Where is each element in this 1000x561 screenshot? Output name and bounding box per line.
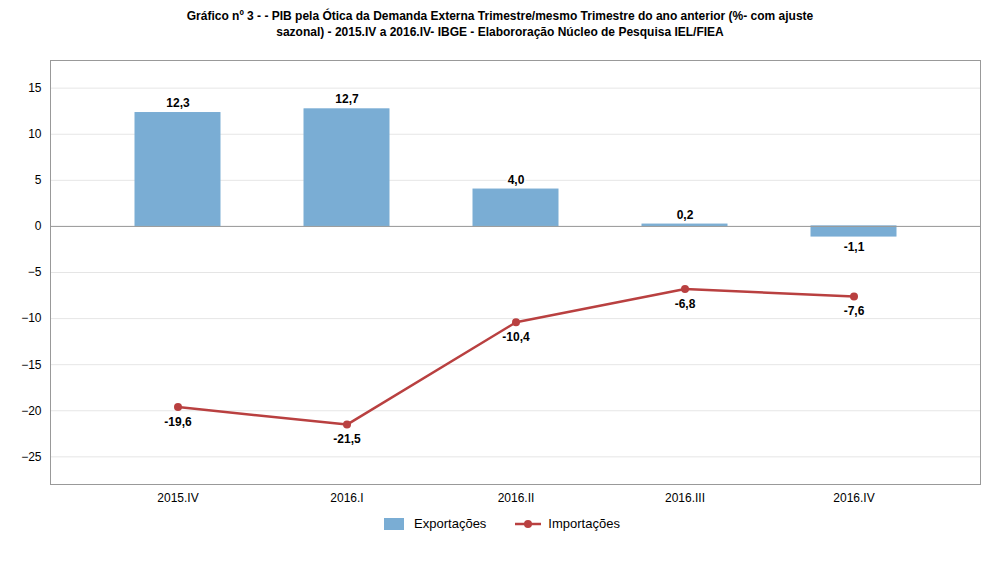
svg-text:−20: −20 [21,404,42,418]
svg-text:4,0: 4,0 [508,173,525,187]
svg-text:0: 0 [35,219,42,233]
svg-text:2016.II: 2016.II [498,491,535,505]
svg-text:2016.I: 2016.I [330,491,363,505]
svg-text:5: 5 [35,173,42,187]
svg-text:2015.IV: 2015.IV [157,491,198,505]
svg-text:10: 10 [28,127,42,141]
svg-text:0,2: 0,2 [677,208,694,222]
html-text:Gráfico nº 3 - - PIB pela Ótic: Gráfico nº 3 - - PIB pela Ótica da Deman… [186,9,814,23]
svg-text:-1,1: -1,1 [844,240,865,254]
svg-text:-10,4: -10,4 [502,330,530,344]
svg-text:12,7: 12,7 [335,92,359,106]
html-text:Exportações: Exportações [414,516,487,531]
svg-text:−15: −15 [21,358,42,372]
svg-text:2016.III: 2016.III [665,491,705,505]
svg-text:−25: −25 [21,450,42,464]
svg-text:-7,6: -7,6 [844,304,865,318]
svg-text:−5: −5 [28,265,42,279]
html-text:Importações: Importações [548,516,620,531]
svg-text:-19,6: -19,6 [164,415,192,429]
svg-text:-6,8: -6,8 [675,297,696,311]
svg-text:12,3: 12,3 [166,96,190,110]
svg-text:-21,5: -21,5 [333,432,361,446]
svg-text:−10: −10 [21,311,42,325]
svg-text:2016.IV: 2016.IV [833,491,874,505]
svg-text:15: 15 [28,81,42,95]
html-text:sazonal) - 2015.IV a 2016.IV-: sazonal) - 2015.IV a 2016.IV- IBGE - Ela… [276,25,724,39]
